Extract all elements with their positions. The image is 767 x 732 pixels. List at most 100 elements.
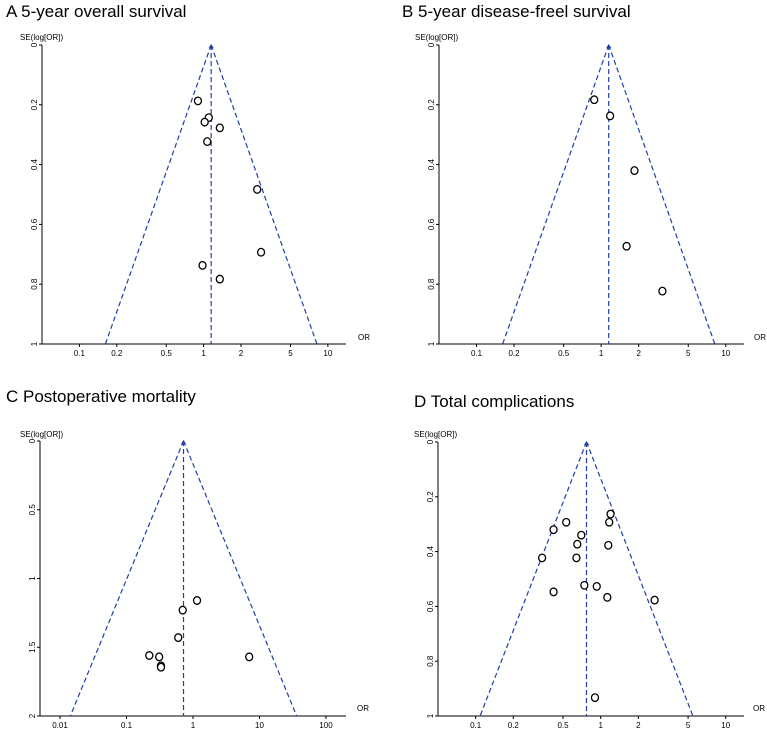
panel-d-funnel-apex <box>583 441 589 445</box>
panel-d-y-tick-label: 0.2 <box>426 491 435 503</box>
panel-a-funnel-apex <box>208 44 214 48</box>
panel-d-study-point <box>604 540 613 550</box>
panel-a-title: A 5-year overall survival <box>6 2 186 21</box>
panel-b-funnel-left <box>502 44 610 345</box>
panel-d-study-point <box>562 517 571 527</box>
panel-c-study-point <box>145 651 154 660</box>
panel-a-study-point <box>256 247 266 257</box>
panel-c-funnel-left <box>69 440 185 717</box>
panel-b-y-tick-label: 0.6 <box>427 218 436 230</box>
panel-c-study-point <box>156 662 166 672</box>
panel-a-study-point <box>198 260 207 270</box>
panel-a-funnel-left <box>104 44 212 345</box>
panel-c-ylabel: SE(log[OR]) <box>20 430 63 439</box>
panel-c-study-point <box>155 652 164 662</box>
panel-b-x-tick-label: 10 <box>721 349 730 358</box>
panel-a-study-point <box>200 117 209 127</box>
panel-c-xlabel: OR <box>357 704 369 713</box>
panel-a-y-tick-label: 0 <box>30 42 39 47</box>
panel-c-x-tick-label: 0.01 <box>52 721 68 730</box>
panel-d-y-tick-label: 0 <box>426 439 435 444</box>
panel-b-x-tick-label: 0.5 <box>558 349 570 358</box>
panel-d-x-tick-label: 1 <box>598 721 603 730</box>
panel-c-y-tick-label: 1 <box>28 576 37 581</box>
panel-b-title: B 5-year disease-freel survival <box>402 2 631 21</box>
panel-d-study-point <box>549 525 558 535</box>
panel-a-x-tick-label: 0.5 <box>161 349 173 358</box>
panel-b-y-tick-label: 0.4 <box>427 158 436 170</box>
panel-b-x-tick-label: 0.2 <box>508 349 520 358</box>
panel-c: C Postoperative mortality SE(log[OR]) OR… <box>6 387 369 730</box>
panel-d-ylabel: SE(log[OR]) <box>414 430 457 439</box>
panel-a-study-point <box>215 123 224 133</box>
panel-d-study-point <box>573 539 582 549</box>
panel-d-xlabel: OR <box>753 704 765 713</box>
panel-d-study-point <box>577 530 586 540</box>
panel-d-y-tick-label: 0.4 <box>426 545 435 557</box>
panel-c-y-tick-label: 0 <box>28 438 37 443</box>
panel-b-study-point <box>622 241 631 251</box>
panel-d-study-point <box>650 595 659 605</box>
panel-b-study-point <box>630 166 639 176</box>
panel-c-funnel-right <box>182 440 298 717</box>
panel-d-x-tick-label: 5 <box>686 721 691 730</box>
panel-b-study-point <box>658 286 667 296</box>
panel-d-title: D Total complications <box>414 392 574 411</box>
panel-a-ylabel: SE(log[OR]) <box>20 33 63 42</box>
panel-b: B 5-year disease-freel survival SE(log[O… <box>402 2 766 358</box>
panel-b-study-point <box>605 111 615 121</box>
panel-d-y-tick-label: 0.8 <box>426 655 435 667</box>
panel-d-study-point <box>572 553 581 563</box>
panel-a-x-tick-label: 5 <box>288 349 293 358</box>
panel-a-x-tick-label: 2 <box>239 349 244 358</box>
panel-d-x-tick-label: 0.1 <box>470 721 482 730</box>
panel-c-y-tick-label: 0.5 <box>28 504 37 516</box>
panel-c-study-point <box>245 652 254 662</box>
panel-b-funnel-right <box>608 44 716 345</box>
panel-a-x-tick-label: 0.1 <box>74 349 86 358</box>
panel-d-study-point <box>592 581 601 591</box>
panel-c-study-point <box>174 633 183 643</box>
panel-d-funnel-left <box>479 441 588 717</box>
panel-b-y-tick-label: 0 <box>427 42 436 47</box>
panel-c-x-tick-label: 100 <box>319 721 333 730</box>
panel-a: A 5-year overall survival SE(log[OR]) OR… <box>6 2 370 358</box>
panel-c-x-tick-label: 10 <box>255 721 264 730</box>
panel-a-xlabel: OR <box>358 333 370 342</box>
panel-b-funnel-apex <box>606 44 612 48</box>
panel-b-y-tick-label: 0.2 <box>427 99 436 111</box>
panel-b-x-tick-label: 1 <box>599 349 604 358</box>
panel-c-y-tick-label: 2 <box>28 713 37 718</box>
panel-d-x-tick-label: 10 <box>721 721 730 730</box>
panel-c-x-tick-label: 0.1 <box>121 721 133 730</box>
panel-d-x-tick-label: 0.2 <box>508 721 520 730</box>
panel-c-title: C Postoperative mortality <box>6 387 196 406</box>
panel-d: D Total complications SE(log[OR]) OR 0 0.… <box>414 392 765 730</box>
panel-b-x-tick-label: 5 <box>686 349 691 358</box>
panel-c-study-point <box>192 596 202 605</box>
panel-c-x-tick-label: 1 <box>191 721 196 730</box>
panel-c-y-tick-label: 1.5 <box>28 641 37 653</box>
panel-c-funnel-apex <box>181 440 187 444</box>
panel-a-y-tick-label: 0.4 <box>30 158 39 170</box>
panel-a-study-point <box>203 137 212 147</box>
panel-a-y-tick-label: 0.8 <box>30 278 39 290</box>
panel-d-study-point <box>606 509 615 519</box>
panel-b-x-tick-label: 2 <box>636 349 641 358</box>
panel-b-ylabel: SE(log[OR]) <box>415 33 458 42</box>
panel-d-study-point <box>590 693 600 703</box>
panel-a-y-tick-label: 1 <box>30 341 39 346</box>
panel-b-x-tick-label: 0.1 <box>471 349 483 358</box>
panel-d-y-tick-label: 1 <box>426 713 435 718</box>
panel-d-study-point <box>549 587 558 597</box>
panel-d-x-tick-label: 0.5 <box>557 721 569 730</box>
panel-d-study-point <box>603 592 612 602</box>
panel-d-funnel-right <box>585 441 694 717</box>
panel-d-study-point <box>605 517 614 527</box>
panel-b-y-tick-label: 1 <box>427 341 436 346</box>
panel-a-x-tick-label: 1 <box>201 349 206 358</box>
panel-c-study-point <box>178 605 187 615</box>
panel-a-study-point <box>193 96 203 106</box>
panel-d-x-tick-label: 2 <box>636 721 641 730</box>
